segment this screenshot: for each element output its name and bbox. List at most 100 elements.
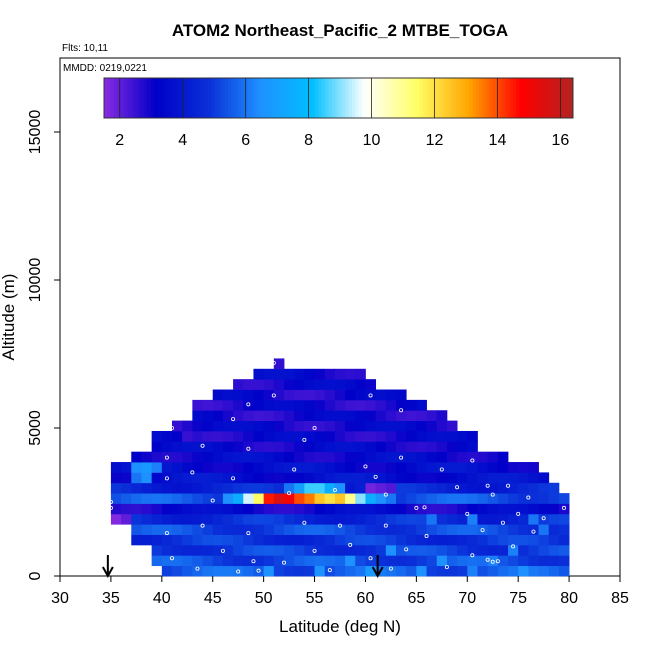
colorbar-segment: [187, 78, 192, 118]
heatmap-cell: [212, 482, 224, 494]
heatmap-cell: [365, 389, 377, 401]
sample-point: [470, 553, 475, 558]
heatmap-cell: [345, 544, 356, 556]
heatmap-cell: [314, 555, 326, 567]
heatmap-cell: [314, 513, 326, 525]
heatmap-cell: [304, 368, 315, 380]
colorbar-segment: [271, 78, 276, 118]
sample-points: [108, 360, 567, 574]
heatmap-cell: [161, 513, 173, 525]
heatmap-cell: [314, 482, 326, 494]
heatmap-cell: [558, 534, 570, 546]
heatmap-cell: [446, 451, 458, 463]
sample-point: [271, 360, 276, 365]
sample-point: [302, 437, 307, 442]
sample-point: [108, 505, 113, 510]
heatmap-cell: [426, 462, 438, 473]
colorbar-segment: [382, 78, 386, 118]
heatmap-cell: [182, 513, 193, 525]
heatmap-cell: [284, 534, 295, 546]
colorbar-segment: [177, 78, 182, 118]
heatmap-cell: [222, 565, 234, 577]
heatmap-cell: [324, 472, 336, 484]
heatmap-cell: [141, 513, 153, 525]
heatmap-cell: [182, 493, 193, 504]
heatmap-cell: [192, 472, 203, 484]
colorbar-tick-label: 4: [178, 132, 187, 149]
sample-point: [399, 408, 404, 413]
flight-arrows: [101, 555, 384, 579]
heatmap-cell: [497, 544, 509, 556]
colorbar: 2 4 6 8 10 12 14 16: [103, 77, 574, 149]
heatmap-cell: [538, 503, 550, 515]
heatmap-cell: [263, 462, 275, 473]
heatmap-cell: [294, 513, 305, 525]
colorbar-segment: [348, 78, 353, 118]
colorbar-segment: [395, 78, 400, 118]
colorbar-segment: [284, 78, 289, 118]
heatmap-cell: [202, 441, 214, 453]
heatmap-cell: [487, 555, 499, 567]
heatmap-cell: [121, 503, 132, 515]
heatmap-cell: [426, 544, 438, 556]
heatmap-cell: [385, 513, 397, 525]
heatmap-cell: [334, 524, 346, 535]
colorbar-segment: [264, 78, 269, 118]
heatmap-cell: [161, 430, 173, 442]
heatmap-cell: [131, 524, 142, 535]
colorbar-segment: [261, 78, 266, 118]
heatmap-cell: [508, 565, 519, 577]
heatmap-cell: [243, 482, 254, 494]
heatmap-cell: [375, 513, 387, 525]
heatmap-cell: [233, 555, 244, 567]
heatmap-cell: [467, 534, 478, 546]
heatmap-cell: [497, 555, 509, 567]
heatmap-cell: [253, 410, 265, 421]
heatmap-cell: [497, 534, 509, 546]
heatmap-cell: [202, 462, 214, 473]
x-axis: 30 35 40 45 50 55 60 65 70 75 80 85: [51, 576, 629, 607]
colorbar-segment: [428, 78, 433, 118]
heatmap-cell: [202, 565, 214, 577]
heatmap-cell: [222, 462, 234, 473]
heatmap-cell: [253, 524, 265, 535]
sample-point: [399, 455, 404, 460]
heatmap-cell: [233, 503, 244, 515]
heatmap-cell: [263, 534, 275, 546]
heatmap-cell: [345, 399, 356, 411]
heatmap-cell: [151, 493, 163, 504]
heatmap-cell: [253, 399, 265, 411]
colorbar-segment: [522, 78, 527, 118]
colorbar-segment: [191, 78, 195, 118]
heatmap-cell: [253, 534, 265, 546]
colorbar-segment: [526, 78, 530, 118]
heatmap-cell: [477, 462, 489, 473]
sample-point: [157, 568, 162, 573]
heatmap-cell: [192, 534, 203, 546]
sample-point: [414, 505, 419, 510]
heatmap-cell: [202, 513, 214, 525]
heatmap-cell: [314, 410, 326, 421]
heatmap-cell: [487, 462, 499, 473]
heatmap-cell: [426, 482, 438, 494]
colorbar-tick-label: 12: [426, 132, 444, 149]
heatmap-cell: [467, 482, 478, 494]
sample-point: [495, 559, 500, 564]
heatmap-cell: [345, 503, 356, 515]
heatmap-cell: [436, 472, 448, 484]
heatmap-cell: [558, 493, 570, 504]
x-tick-label: 35: [102, 590, 120, 607]
sample-point: [312, 548, 317, 553]
heatmap-cell: [508, 482, 519, 494]
heatmap-cell: [141, 503, 153, 515]
heatmap-cell: [172, 420, 183, 432]
colorbar-segment: [408, 78, 413, 118]
colorbar-segment: [562, 78, 567, 118]
heatmap-cell: [253, 482, 265, 494]
colorbar-segment: [509, 78, 514, 118]
heatmap-cell: [253, 565, 265, 577]
heatmap-cell: [508, 462, 519, 473]
colorbar-segment: [345, 78, 350, 118]
colorbar-segment: [291, 78, 296, 118]
heatmap-cell: [528, 493, 539, 504]
